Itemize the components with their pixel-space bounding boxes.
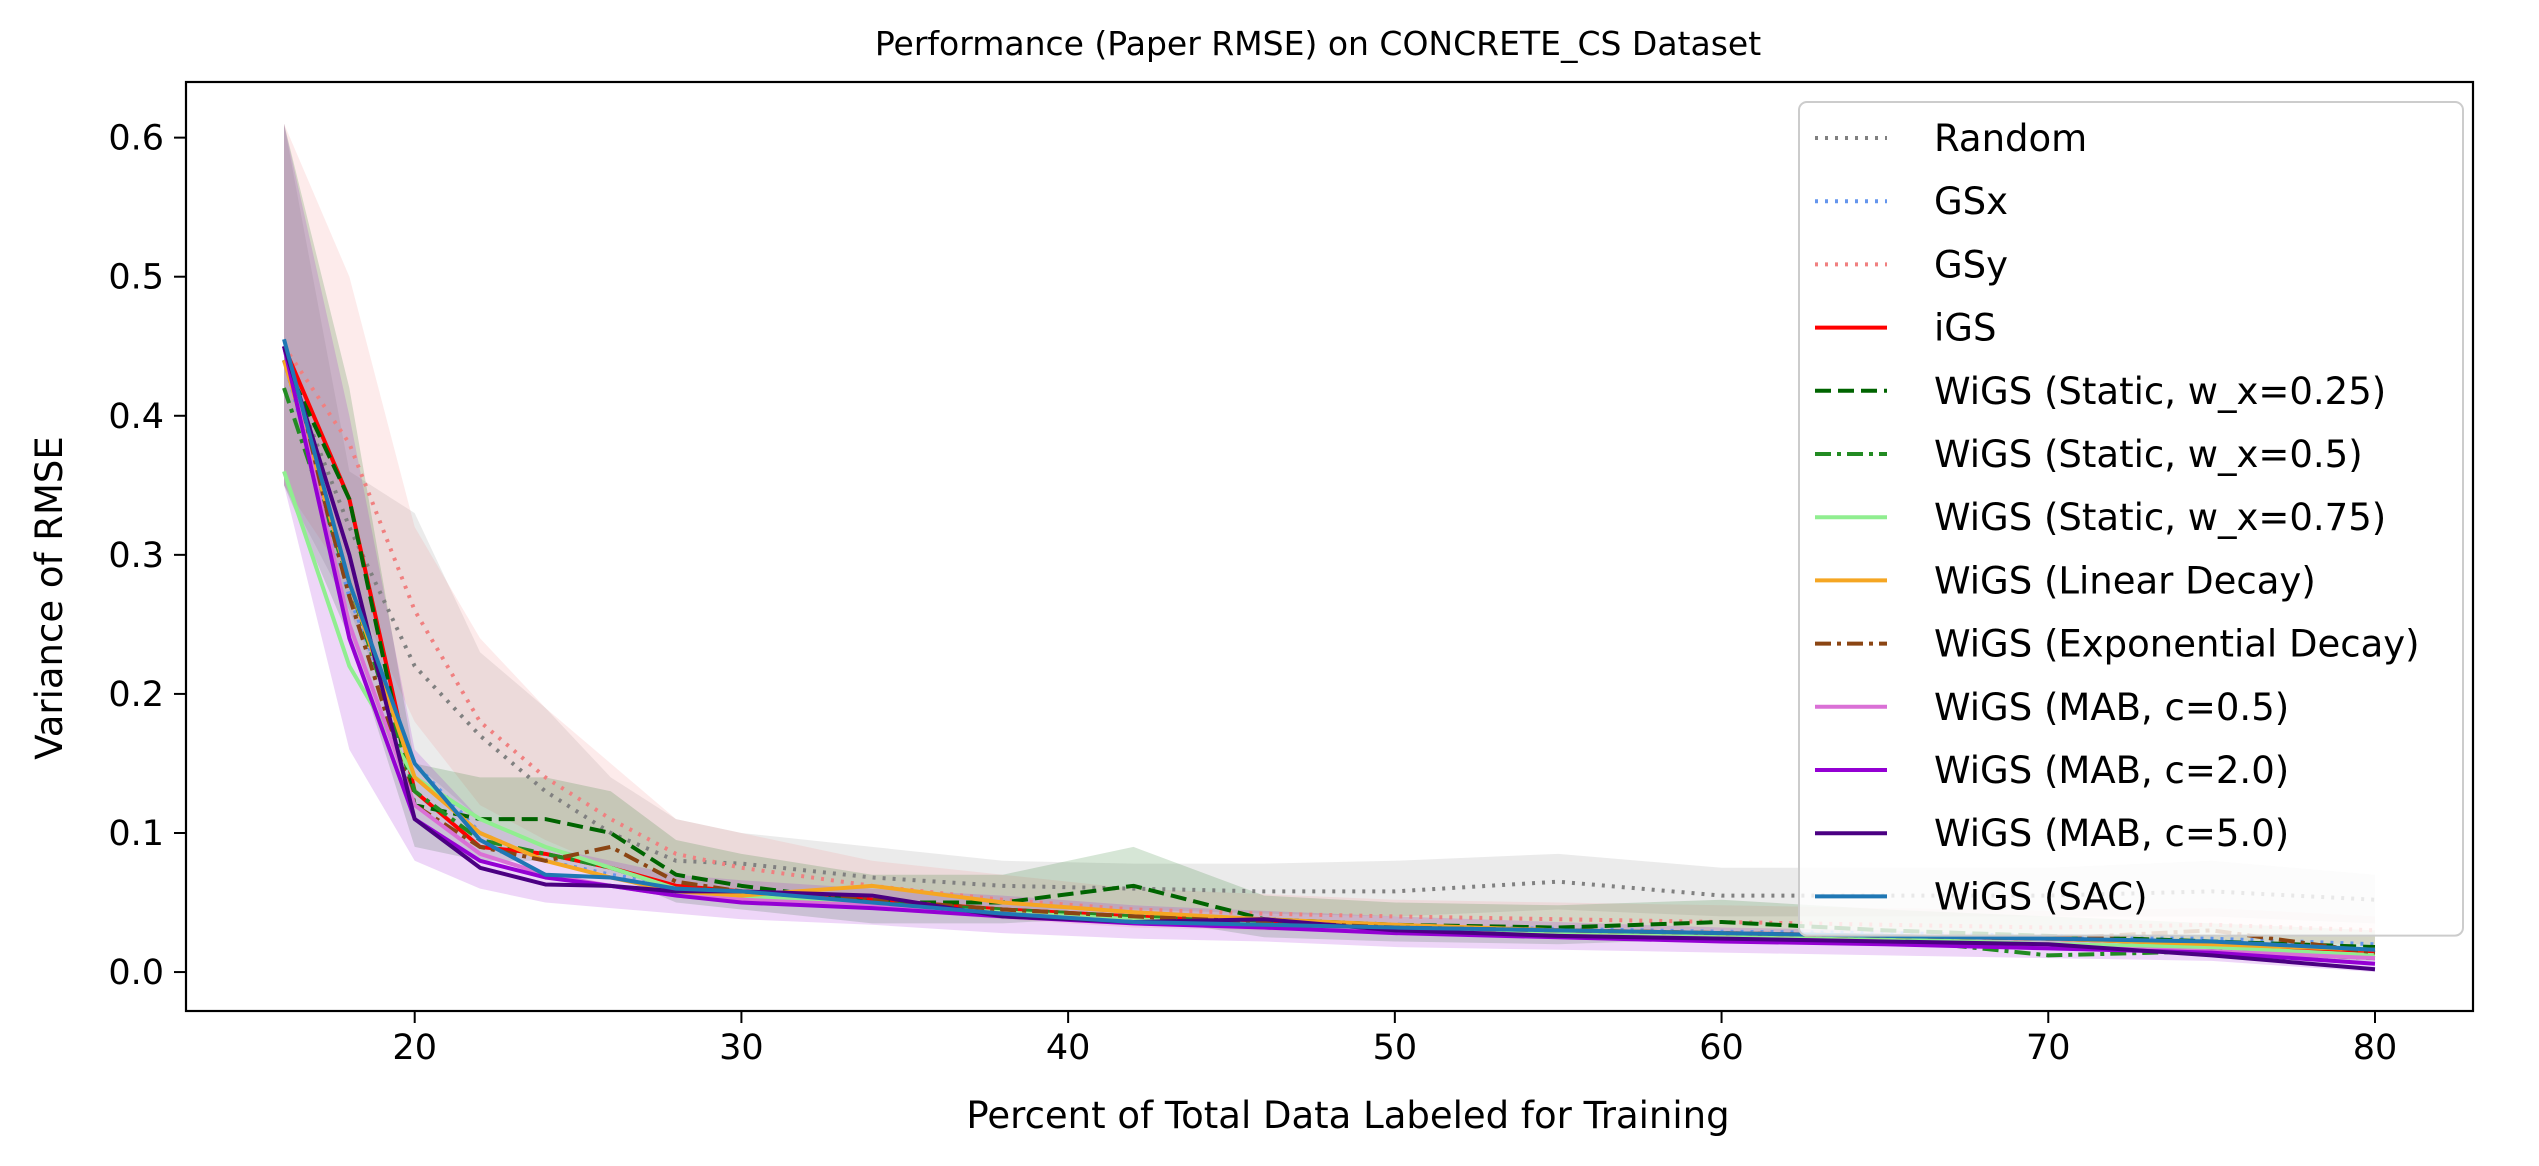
legend-item-wigs-static-w-x-0-25: WiGS (Static, w_x=0.25) <box>1815 370 2386 413</box>
legend-item-random: Random <box>1815 117 2087 160</box>
legend-item-wigs-mab-c-0-5: WiGS (MAB, c=0.5) <box>1815 686 2289 729</box>
chart-title: Performance (Paper RMSE) on CONCRETE_CS … <box>875 24 1761 63</box>
band-wigs-mab-c-2-0 <box>284 123 2375 973</box>
legend-label: WiGS (MAB, c=2.0) <box>1934 749 2289 792</box>
legend: Random GSx GSy iGS WiGS (Static, w_x=0.25) Wi… <box>1798 101 2464 937</box>
legend-label: Random <box>1934 117 2087 160</box>
y-tick-label: 0.5 <box>108 258 164 298</box>
y-axis-ticks: 0.0 0.1 0.2 0.3 0.4 0.5 0.6 <box>108 119 186 993</box>
legend-label: WiGS (Static, w_x=0.25) <box>1934 370 2386 413</box>
x-tick-label: 70 <box>2026 1028 2071 1068</box>
y-tick-label: 0.0 <box>108 953 164 993</box>
series-line-wigs-exponential-decay <box>282 345 2376 955</box>
legend-label: WiGS (SAC) <box>1934 875 2148 918</box>
y-tick-label: 0.1 <box>108 814 164 854</box>
legend-label: WiGS (Exponential Decay) <box>1934 623 2420 666</box>
legend-item-wigs-mab-c-5-0: WiGS (MAB, c=5.0) <box>1815 812 2289 855</box>
x-axis-ticks: 20 30 40 50 60 70 80 <box>392 1011 2397 1068</box>
legend-label: WiGS (Static, w_x=0.75) <box>1934 496 2386 539</box>
y-tick-label: 0.4 <box>108 397 164 437</box>
x-tick-label: 20 <box>392 1028 437 1068</box>
legend-label: iGS <box>1934 307 1996 350</box>
legend-label: WiGS (Linear Decay) <box>1934 559 2316 602</box>
series-line-wigs-mab-c-5-0 <box>282 345 2376 972</box>
x-tick-label: 30 <box>719 1028 764 1068</box>
legend-item-wigs-linear-decay: WiGS (Linear Decay) <box>1815 559 2316 602</box>
legend-box <box>1798 101 2464 937</box>
legend-item-gsy: GSy <box>1815 243 2008 286</box>
legend-item-wigs-static-w-x-0-75: WiGS (Static, w_x=0.75) <box>1815 496 2386 539</box>
y-axis-label: Variance of RMSE <box>28 436 71 760</box>
series-line-random <box>282 359 2376 902</box>
legend-label: WiGS (MAB, c=5.0) <box>1934 812 2289 855</box>
legend-label: WiGS (MAB, c=0.5) <box>1934 686 2289 729</box>
confidence-bands <box>284 123 2375 973</box>
legend-item-wigs-mab-c-2-0: WiGS (MAB, c=2.0) <box>1815 749 2289 792</box>
legend-item-wigs-static-w-x-0-5: WiGS (Static, w_x=0.5) <box>1815 433 2363 476</box>
legend-label: GSy <box>1934 243 2008 286</box>
legend-label: GSx <box>1934 180 2008 223</box>
x-tick-label: 50 <box>1373 1028 1418 1068</box>
x-tick-label: 60 <box>1699 1028 1744 1068</box>
legend-item-wigs-sac: WiGS (SAC) <box>1815 875 2148 918</box>
plot-frame <box>184 80 2475 1013</box>
x-tick-label: 40 <box>1046 1028 1091 1068</box>
x-axis-label: Percent of Total Data Labeled for Traini… <box>966 1094 1729 1137</box>
legend-item-wigs-exponential-decay: WiGS (Exponential Decay) <box>1815 623 2420 666</box>
y-tick-label: 0.3 <box>108 536 164 576</box>
y-tick-label: 0.6 <box>108 119 164 159</box>
y-tick-label: 0.2 <box>108 675 164 715</box>
legend-label: WiGS (Static, w_x=0.5) <box>1934 433 2363 476</box>
legend-item-igs: iGS <box>1815 307 1996 350</box>
legend-item-gsx: GSx <box>1815 180 2008 223</box>
x-tick-label: 80 <box>2353 1028 2398 1068</box>
